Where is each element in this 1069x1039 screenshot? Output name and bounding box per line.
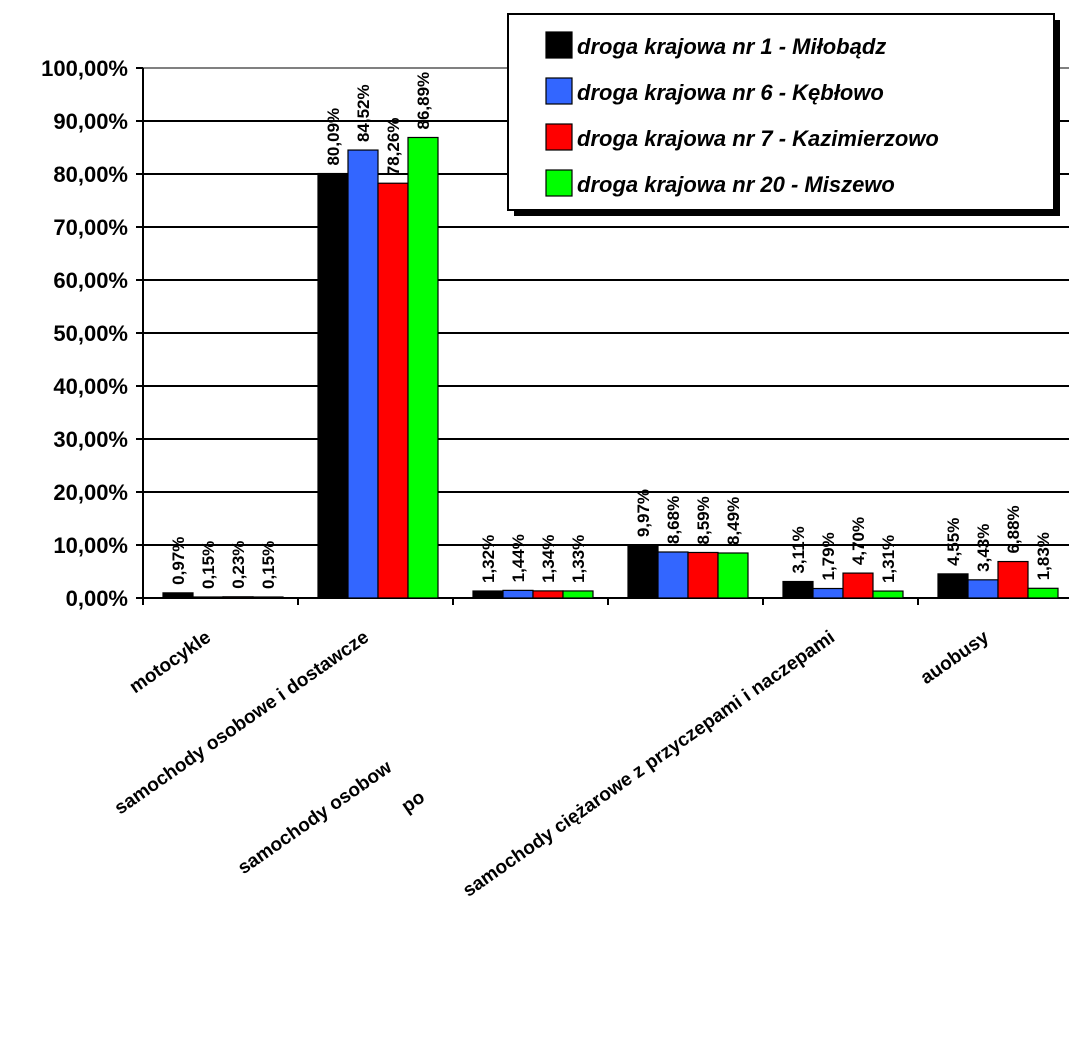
bar	[687, 551, 719, 599]
y-tick-label: 0,00%	[66, 586, 128, 611]
data-label: 1,33%	[569, 535, 588, 583]
bar	[812, 587, 844, 599]
data-label: 8,59%	[694, 496, 713, 544]
legend	[507, 13, 1055, 211]
bar	[252, 596, 284, 599]
bar	[532, 590, 564, 599]
y-tick-label: 40,00%	[53, 374, 128, 399]
y-tick-label: 90,00%	[53, 109, 128, 134]
data-label: 1,44%	[509, 534, 528, 582]
data-label: 0,23%	[229, 541, 248, 589]
legend-label: droga krajowa nr 7 - Kazimierzowo	[577, 126, 939, 151]
data-label: 0,97%	[169, 537, 188, 585]
data-label: 78,26%	[384, 118, 403, 176]
data-label: 1,83%	[1034, 532, 1053, 580]
bar	[407, 136, 439, 599]
category-label: samochody ciężarowe z przyczepami i nacz…	[459, 627, 839, 902]
bar	[472, 590, 504, 599]
data-label: 6,88%	[1004, 505, 1023, 553]
y-tick-label: 50,00%	[53, 321, 128, 346]
legend-label: droga krajowa nr 20 - Miszewo	[577, 172, 895, 197]
bar	[347, 149, 379, 599]
y-tick-label: 10,00%	[53, 533, 128, 558]
y-tick-label: 30,00%	[53, 427, 128, 452]
data-label: 1,34%	[539, 535, 558, 583]
bar	[222, 596, 254, 599]
y-tick-label: 80,00%	[53, 162, 128, 187]
category-label: samochody osobowe i dostawcze	[111, 627, 373, 819]
y-tick-label: 70,00%	[53, 215, 128, 240]
legend-label: droga krajowa nr 1 - Miłobądz	[577, 34, 886, 59]
data-label: 8,49%	[724, 497, 743, 545]
y-tick-label: 100,00%	[41, 56, 128, 81]
legend-label: droga krajowa nr 6 - Kębłowo	[577, 80, 884, 105]
bar	[562, 590, 594, 599]
bar	[317, 172, 349, 599]
data-label: 4,70%	[849, 517, 868, 565]
bar	[872, 590, 904, 599]
legend-swatch	[545, 123, 573, 151]
legend-swatch	[545, 31, 573, 59]
bar	[842, 572, 874, 599]
legend-swatch	[545, 77, 573, 105]
bar	[782, 580, 814, 599]
bar	[937, 573, 969, 599]
data-label: 1,79%	[819, 532, 838, 580]
data-label: 86,89%	[414, 72, 433, 130]
data-label: 4,55%	[944, 518, 963, 566]
data-label: 9,97%	[634, 489, 653, 537]
bar	[377, 182, 409, 599]
y-tick-label: 60,00%	[53, 268, 128, 293]
data-label: 3,43%	[974, 524, 993, 572]
bar	[657, 551, 689, 599]
category-label: auobusy	[917, 627, 993, 689]
legend-swatch	[545, 169, 573, 197]
data-label: 8,68%	[664, 496, 683, 544]
data-label: 84,52%	[354, 84, 373, 142]
category-label: motocykle	[126, 627, 215, 698]
bar	[627, 544, 659, 599]
bar	[192, 596, 224, 599]
bar	[717, 552, 749, 599]
category-label: po	[398, 787, 429, 818]
bar	[162, 592, 194, 599]
data-label: 1,31%	[879, 535, 898, 583]
bar	[502, 589, 534, 599]
bar	[1027, 587, 1059, 599]
data-label: 1,32%	[479, 535, 498, 583]
data-label: 0,15%	[199, 541, 218, 589]
bar	[967, 579, 999, 599]
data-label: 0,15%	[259, 541, 278, 589]
data-label: 3,11%	[789, 526, 808, 573]
category-label: samochody osobow	[234, 757, 396, 879]
bar	[997, 560, 1029, 599]
data-label: 80,09%	[324, 108, 343, 166]
y-tick-label: 20,00%	[53, 480, 128, 505]
